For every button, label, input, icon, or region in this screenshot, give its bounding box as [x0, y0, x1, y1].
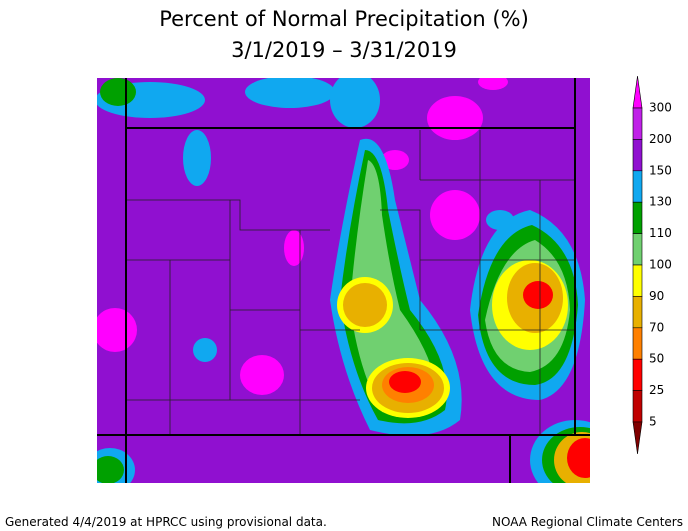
color-bar-segment [632, 327, 643, 360]
color-bar-label: 130 [649, 195, 672, 209]
color-bar-segment [632, 107, 643, 140]
color-bar-label: 90 [649, 289, 664, 303]
color-bar-segment [632, 296, 643, 329]
color-bar-label: 100 [649, 258, 672, 272]
color-bar-label: 150 [649, 163, 672, 177]
color-bar-segment [632, 201, 643, 234]
color-bar: 300 200 150 130 110 100 90 70 50 25 5 [632, 75, 672, 455]
color-bar-label: 5 [649, 415, 657, 429]
color-bar-arrow [632, 421, 643, 455]
color-bar-label: 70 [649, 320, 664, 334]
color-bar-arrow [632, 75, 643, 109]
color-bar-segment [632, 233, 643, 266]
footer-left: Generated 4/4/2019 at HPRCC using provis… [5, 515, 327, 529]
color-bar-label: 110 [649, 226, 672, 240]
footer-right: NOAA Regional Climate Centers [492, 515, 683, 529]
precipitation-map [97, 78, 590, 483]
map-title: Percent of Normal Precipitation (%) [159, 7, 529, 31]
color-bar-segment [632, 390, 643, 423]
color-bar-segment [632, 139, 643, 172]
color-bar-label: 200 [649, 132, 672, 146]
color-bar-label: 25 [649, 383, 664, 397]
map-subtitle: 3/1/2019 – 3/31/2019 [231, 38, 457, 62]
color-bar-segment [632, 170, 643, 203]
color-bar-label: 50 [649, 352, 664, 366]
color-bar-segment [632, 264, 643, 297]
color-bar-label: 300 [649, 101, 672, 115]
color-bar-segment [632, 358, 643, 391]
